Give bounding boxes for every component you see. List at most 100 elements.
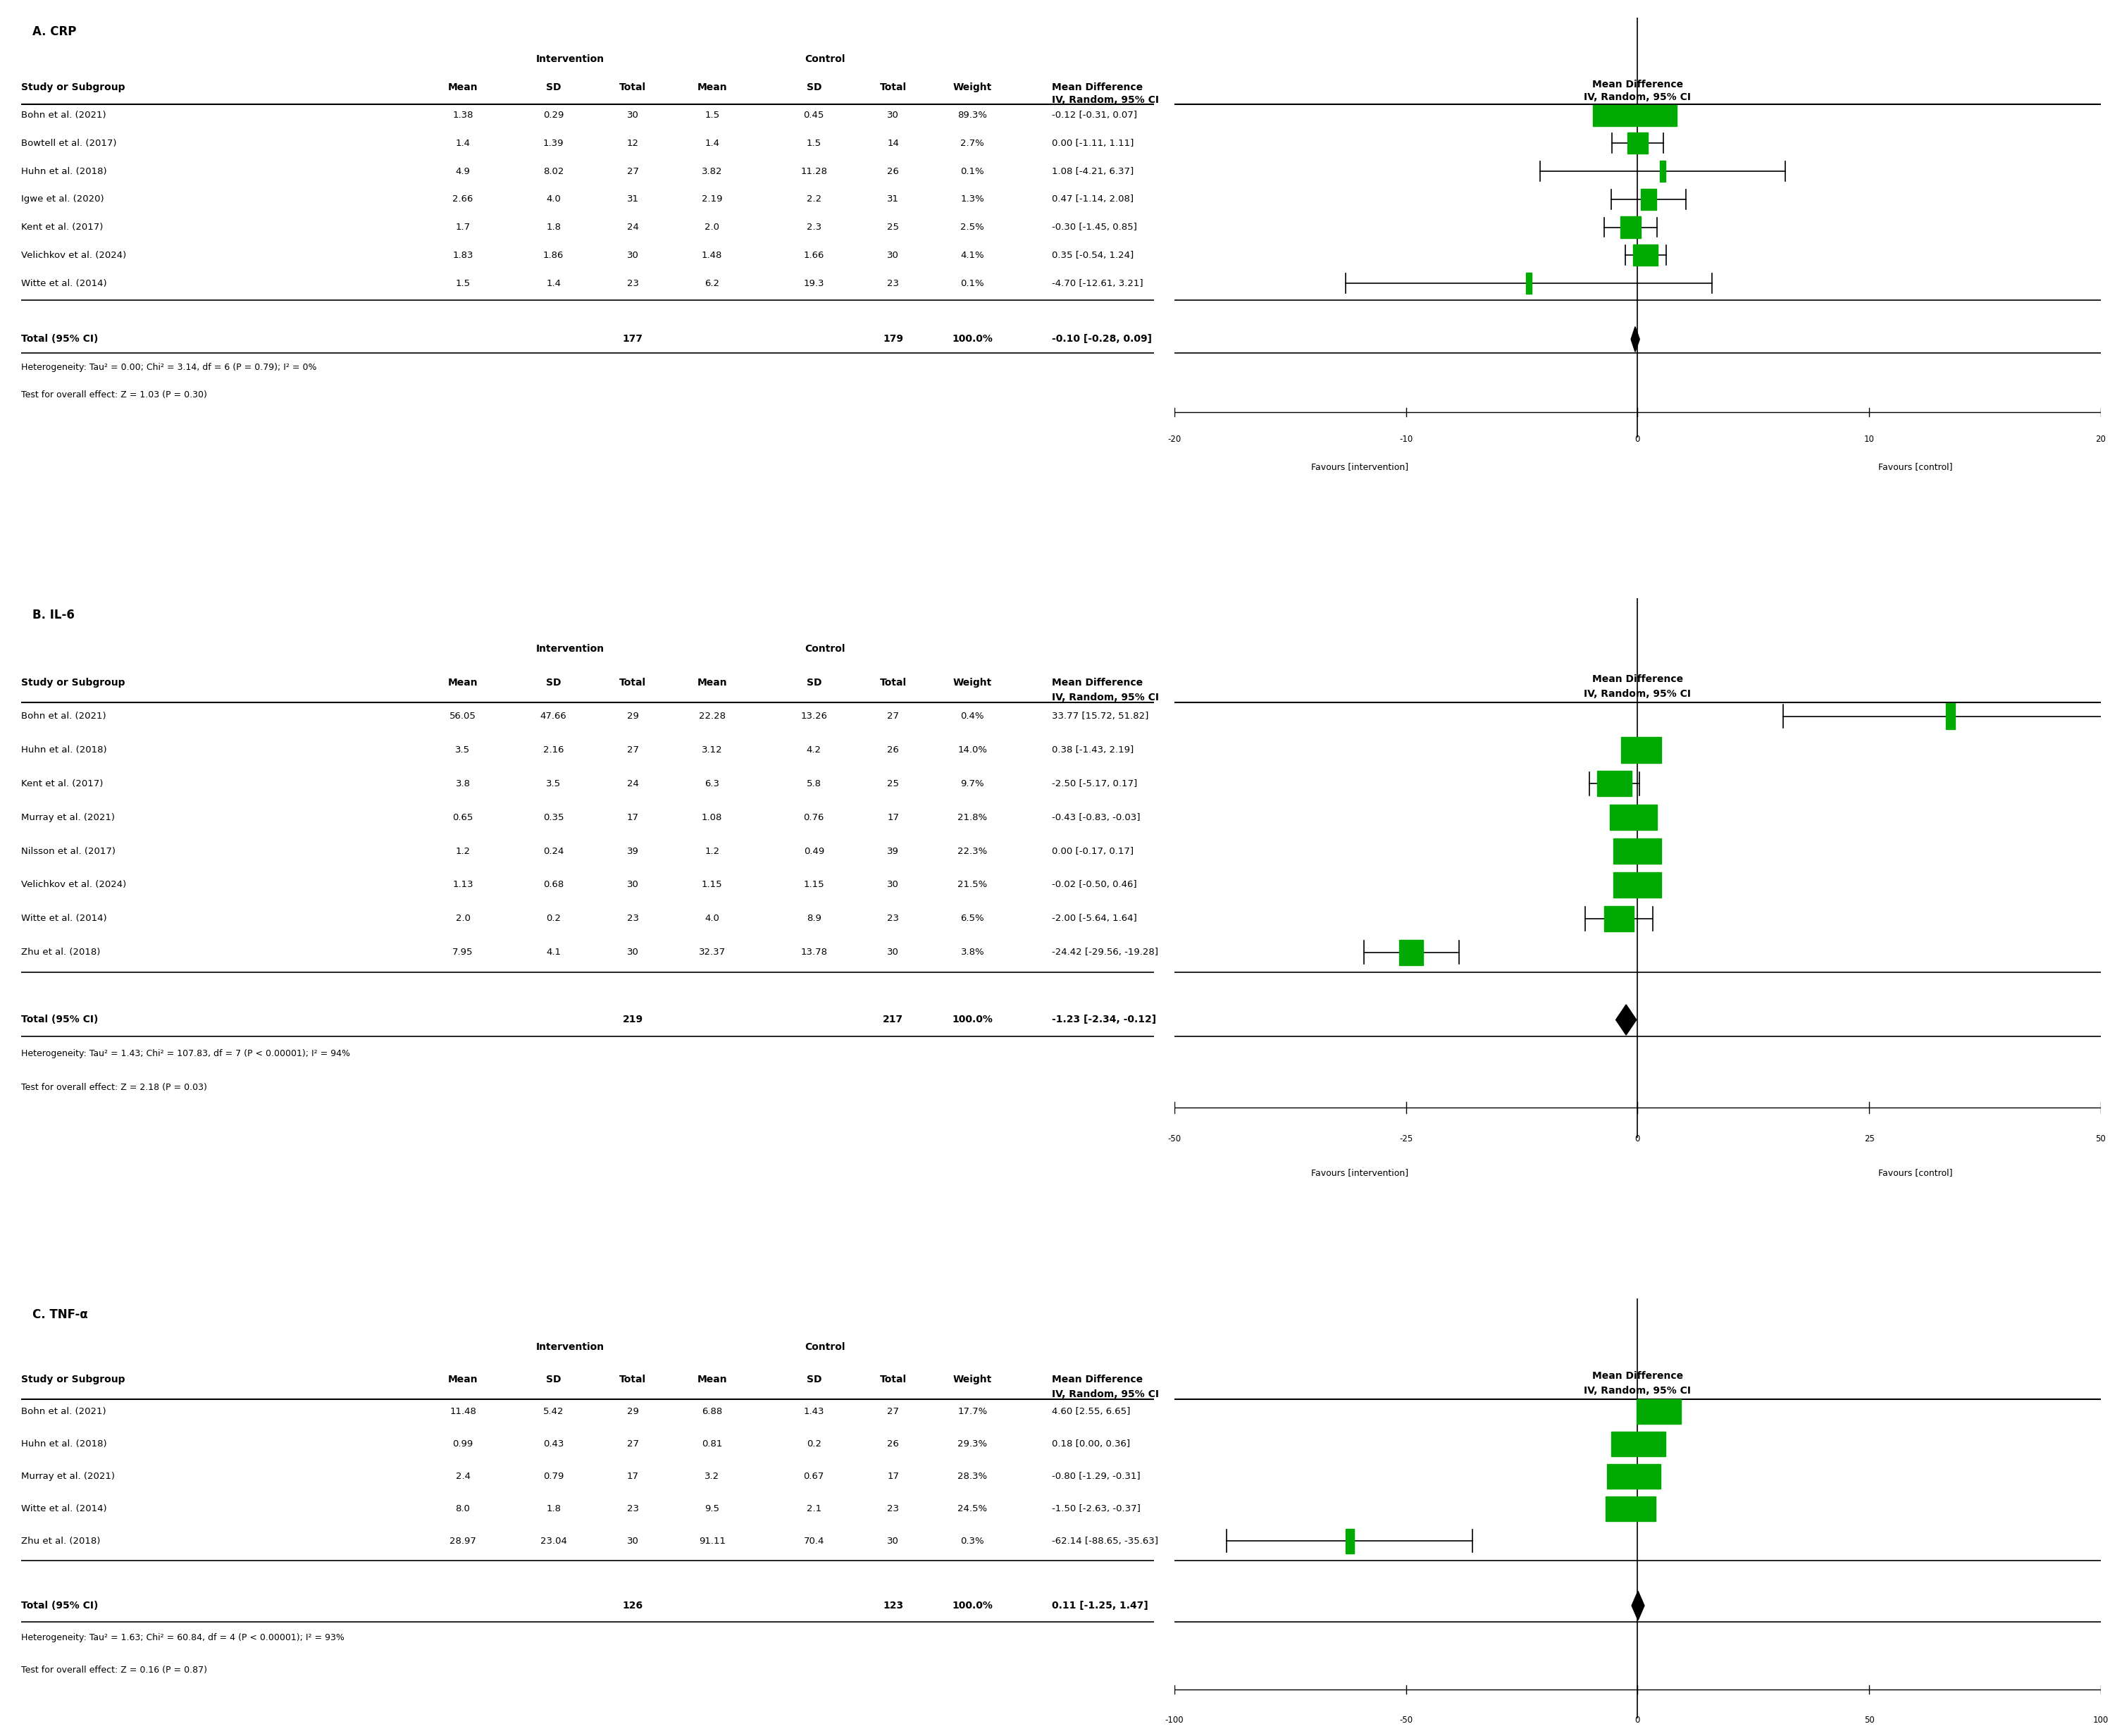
Text: 13.78: 13.78 — [800, 948, 828, 957]
Text: 30: 30 — [887, 948, 900, 957]
Text: 70.4: 70.4 — [804, 1536, 823, 1545]
Bar — [1611, 1432, 1666, 1457]
Text: 23: 23 — [626, 279, 639, 288]
Text: 19.3: 19.3 — [804, 279, 823, 288]
Text: 1.4: 1.4 — [705, 139, 719, 148]
Text: -0.43 [-0.83, -0.03]: -0.43 [-0.83, -0.03] — [1053, 812, 1140, 821]
Text: 24: 24 — [626, 222, 639, 233]
Text: 12: 12 — [626, 139, 639, 148]
Text: 5.42: 5.42 — [543, 1408, 564, 1417]
Text: 177: 177 — [622, 335, 643, 344]
Text: Bohn et al. (2021): Bohn et al. (2021) — [21, 1408, 106, 1417]
Bar — [1659, 161, 1666, 182]
Text: Huhn et al. (2018): Huhn et al. (2018) — [21, 167, 106, 175]
Text: 30: 30 — [887, 880, 900, 889]
Text: -25: -25 — [1398, 1135, 1413, 1144]
Text: 27: 27 — [626, 167, 639, 175]
Text: 100.0%: 100.0% — [953, 335, 993, 344]
Text: 2.66: 2.66 — [452, 194, 473, 203]
Text: -0.12 [-0.31, 0.07]: -0.12 [-0.31, 0.07] — [1053, 111, 1137, 120]
Text: 23: 23 — [887, 915, 900, 924]
Text: 30: 30 — [626, 1536, 639, 1545]
Text: 29: 29 — [626, 1408, 639, 1417]
Text: -1.50 [-2.63, -0.37]: -1.50 [-2.63, -0.37] — [1053, 1503, 1140, 1514]
Text: 13.26: 13.26 — [800, 712, 828, 720]
Text: 1.5: 1.5 — [456, 279, 471, 288]
Text: 11.28: 11.28 — [800, 167, 828, 175]
Text: 11.48: 11.48 — [450, 1408, 475, 1417]
Text: 219: 219 — [622, 1016, 643, 1024]
Text: 2.5%: 2.5% — [961, 222, 985, 233]
Text: 21.5%: 21.5% — [957, 880, 987, 889]
Text: 23: 23 — [626, 915, 639, 924]
Text: 30: 30 — [887, 1536, 900, 1545]
Bar — [1634, 245, 1657, 266]
Text: 23: 23 — [887, 1503, 900, 1514]
Text: 3.8: 3.8 — [456, 779, 471, 788]
Text: 14: 14 — [887, 139, 900, 148]
Text: Mean Difference: Mean Difference — [1592, 80, 1683, 90]
Text: 1.48: 1.48 — [702, 250, 721, 260]
Bar — [1946, 703, 1954, 729]
Text: 4.1%: 4.1% — [961, 250, 985, 260]
Text: Mean Difference: Mean Difference — [1592, 674, 1683, 684]
Text: 2.7%: 2.7% — [961, 139, 985, 148]
Text: 1.15: 1.15 — [804, 880, 823, 889]
Text: Heterogeneity: Tau² = 0.00; Chi² = 3.14, df = 6 (P = 0.79); I² = 0%: Heterogeneity: Tau² = 0.00; Chi² = 3.14,… — [21, 363, 316, 372]
Text: 0.67: 0.67 — [804, 1472, 823, 1481]
Text: -2.50 [-5.17, 0.17]: -2.50 [-5.17, 0.17] — [1053, 779, 1137, 788]
Text: Mean: Mean — [696, 677, 728, 687]
Text: 4.2: 4.2 — [806, 745, 821, 755]
Text: 6.2: 6.2 — [705, 279, 719, 288]
Text: Velichkov et al. (2024): Velichkov et al. (2024) — [21, 880, 127, 889]
Text: B. IL-6: B. IL-6 — [32, 609, 74, 621]
Text: Study or Subgroup: Study or Subgroup — [21, 82, 125, 92]
Text: 100.0%: 100.0% — [953, 1016, 993, 1024]
Text: 17: 17 — [626, 812, 639, 821]
Text: Control: Control — [804, 54, 845, 64]
Text: -50: -50 — [1398, 1715, 1413, 1724]
Text: 0.76: 0.76 — [804, 812, 823, 821]
Bar — [1598, 771, 1632, 797]
Text: -0.10 [-0.28, 0.09]: -0.10 [-0.28, 0.09] — [1053, 335, 1152, 344]
Text: 217: 217 — [883, 1016, 904, 1024]
Text: 3.82: 3.82 — [702, 167, 721, 175]
Text: 30: 30 — [887, 250, 900, 260]
Text: 56.05: 56.05 — [450, 712, 475, 720]
Text: Witte et al. (2014): Witte et al. (2014) — [21, 915, 106, 924]
Bar — [1611, 804, 1657, 830]
Text: 1.4: 1.4 — [545, 279, 560, 288]
Text: Total (95% CI): Total (95% CI) — [21, 335, 98, 344]
Text: 1.08: 1.08 — [702, 812, 721, 821]
Text: IV, Random, 95% CI: IV, Random, 95% CI — [1053, 693, 1159, 703]
Text: Mean Difference: Mean Difference — [1053, 677, 1144, 687]
Text: 25: 25 — [1863, 1135, 1874, 1144]
Text: -0.02 [-0.50, 0.46]: -0.02 [-0.50, 0.46] — [1053, 880, 1137, 889]
Text: 2.0: 2.0 — [456, 915, 471, 924]
Text: 1.43: 1.43 — [804, 1408, 823, 1417]
Text: Kent et al. (2017): Kent et al. (2017) — [21, 222, 104, 233]
Text: -4.70 [-12.61, 3.21]: -4.70 [-12.61, 3.21] — [1053, 279, 1144, 288]
Text: Total: Total — [620, 677, 647, 687]
Text: -50: -50 — [1167, 1135, 1182, 1144]
Text: Total: Total — [881, 677, 906, 687]
Text: 8.9: 8.9 — [806, 915, 821, 924]
Text: 1.83: 1.83 — [452, 250, 473, 260]
Bar — [1640, 189, 1655, 210]
Text: 1.3%: 1.3% — [961, 194, 985, 203]
Text: 100: 100 — [2092, 1715, 2109, 1724]
Text: 30: 30 — [887, 111, 900, 120]
Bar — [1613, 871, 1662, 898]
Text: 0: 0 — [1634, 1135, 1640, 1144]
Text: 1.13: 1.13 — [452, 880, 473, 889]
Text: Favours [intervention]: Favours [intervention] — [1311, 1168, 1409, 1177]
Text: Total (95% CI): Total (95% CI) — [21, 1601, 98, 1611]
Text: 1.2: 1.2 — [705, 847, 719, 856]
Text: 50: 50 — [1863, 1715, 1874, 1724]
Text: -100: -100 — [1165, 1715, 1184, 1724]
Text: Weight: Weight — [953, 677, 991, 687]
Text: SD: SD — [806, 677, 821, 687]
Text: 33.77 [15.72, 51.82]: 33.77 [15.72, 51.82] — [1053, 712, 1148, 720]
Text: 22.28: 22.28 — [698, 712, 726, 720]
Text: IV, Random, 95% CI: IV, Random, 95% CI — [1053, 1389, 1159, 1399]
